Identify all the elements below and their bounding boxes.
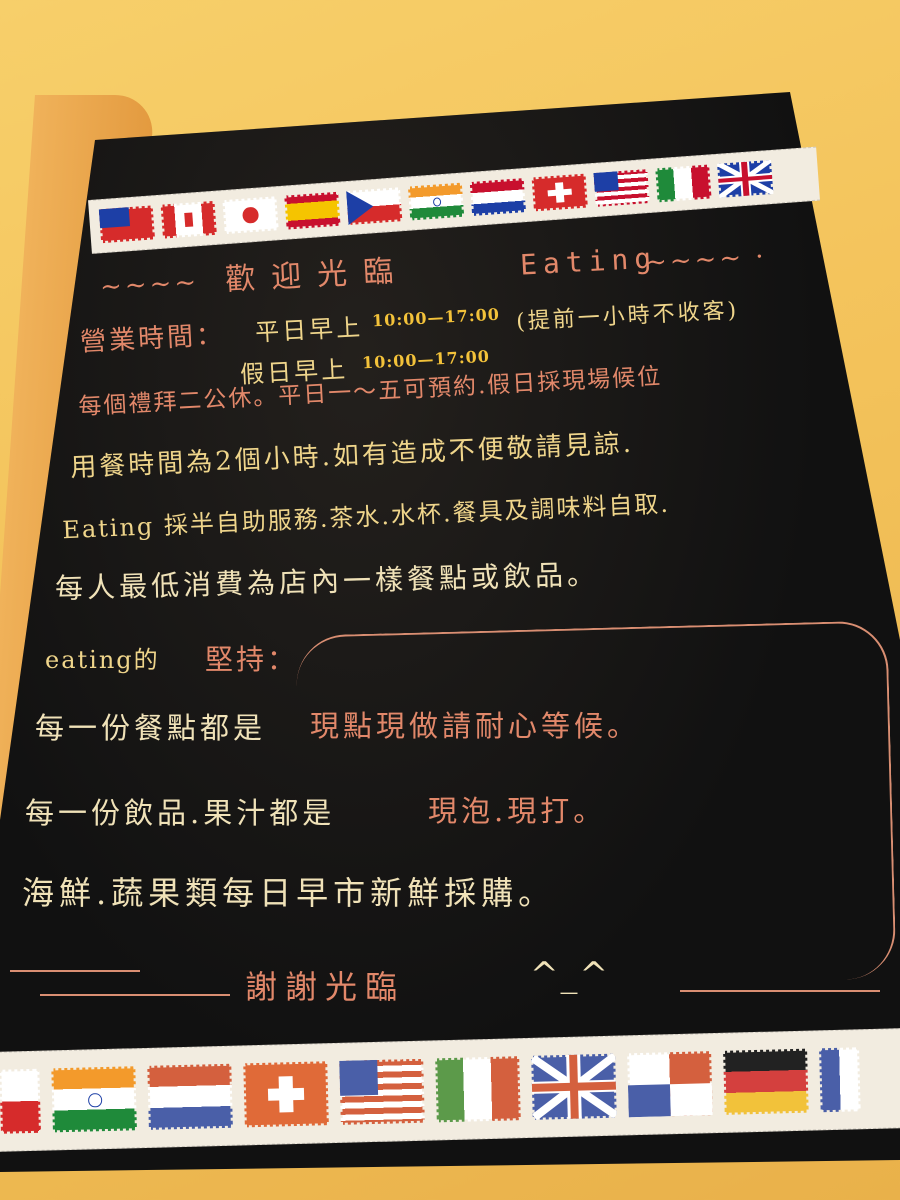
header-swirl-left: ~~~~ <box>99 267 200 303</box>
insist-line-2-a: 每一份飲品.果汁都是 <box>25 796 336 830</box>
smiley-face: ^_^ <box>530 955 610 995</box>
france-flag-icon <box>817 1046 862 1114</box>
netherlands-flag-icon <box>468 177 528 218</box>
czech-flag-icon <box>345 186 404 227</box>
hours-label: 營業時間： <box>79 320 226 358</box>
weekday-label: 平日早上 <box>254 313 364 347</box>
header-swirl-right: ~~~~ · <box>644 241 768 279</box>
insist-line-1-b: 現點現做請耐心等候。 <box>310 709 641 743</box>
india-flag-icon <box>406 181 466 222</box>
taiwan-flag-icon <box>97 204 157 245</box>
canada-flag-icon <box>159 199 218 240</box>
insist-prefix: eating的 <box>45 646 160 674</box>
italy-flag-icon <box>434 1055 522 1124</box>
insist-line-1-a: 每一份餐點都是 <box>35 711 267 745</box>
italy-flag-icon <box>654 163 713 204</box>
panama-flag-icon <box>626 1050 714 1119</box>
thank-you-text: 謝謝光臨 <box>245 968 406 1006</box>
uk-flag-icon <box>530 1052 618 1121</box>
insist-frame-bottom-left <box>10 970 140 972</box>
insist-frame-bottom-mid <box>40 994 230 996</box>
usa-flag-icon <box>338 1057 426 1126</box>
netherlands-flag-icon <box>146 1062 234 1131</box>
germany-flag-icon <box>722 1047 810 1116</box>
insist-heading: 堅持： <box>205 643 299 676</box>
switzerland-flag-icon <box>242 1060 330 1129</box>
insist-line-3: 海鮮.蔬果類每日早市新鮮採購。 <box>22 874 556 912</box>
uk-flag-icon <box>716 158 775 199</box>
czech-flag-icon <box>0 1067 43 1135</box>
insist-line-2-b: 現泡.現打。 <box>428 794 607 828</box>
switzerland-flag-icon <box>530 172 589 213</box>
japan-flag-icon <box>221 195 280 236</box>
insist-frame-bottom-right <box>680 990 880 992</box>
india-flag-icon <box>50 1065 138 1134</box>
spain-flag-icon <box>283 190 342 231</box>
usa-flag-icon <box>592 167 651 209</box>
